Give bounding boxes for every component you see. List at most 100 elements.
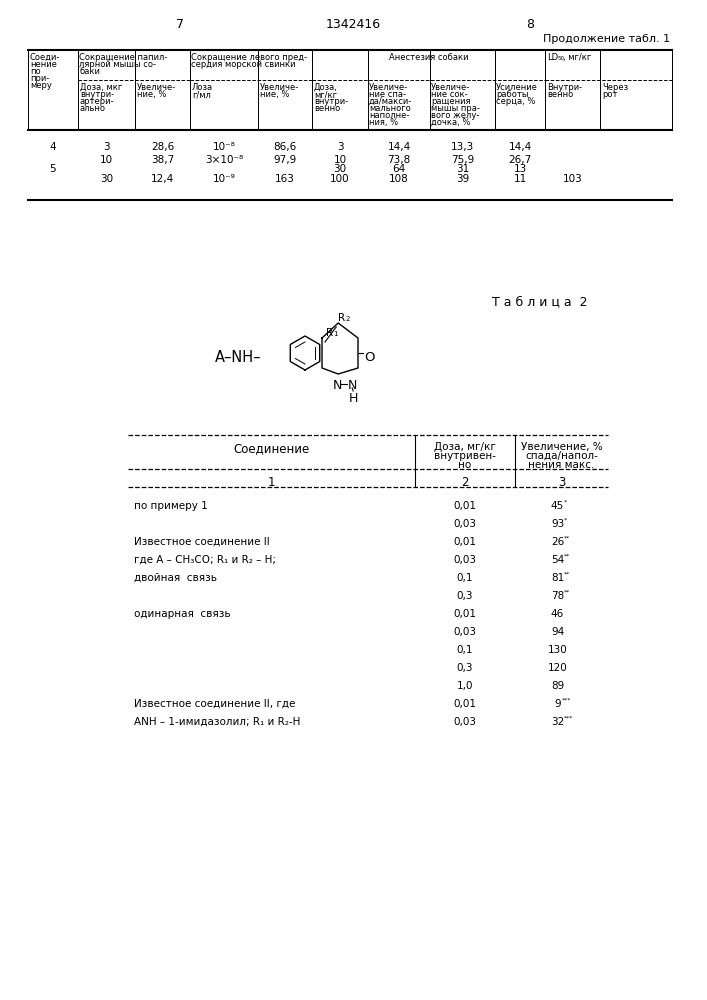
Text: Через: Через: [602, 83, 628, 92]
Text: по примеру 1: по примеру 1: [134, 501, 208, 511]
Text: ние сок-: ние сок-: [431, 90, 467, 99]
Text: Внутри-: Внутри-: [547, 83, 582, 92]
Text: АNH – 1-имидазолил; R₁ и R₂-H: АNH – 1-имидазолил; R₁ и R₂-H: [134, 717, 300, 727]
Text: нения макс.: нения макс.: [528, 460, 595, 470]
Text: Известное соединение II: Известное соединение II: [134, 537, 270, 547]
Text: 2: 2: [461, 476, 469, 489]
Text: внутри-: внутри-: [314, 97, 348, 106]
Text: Соединение: Соединение: [233, 442, 310, 455]
Text: 0,03: 0,03: [453, 519, 477, 529]
Text: 0,01: 0,01: [453, 609, 477, 619]
Text: где А – CH₃CO; R₁ и R₂ – H;: где А – CH₃CO; R₁ и R₂ – H;: [134, 555, 276, 565]
Text: Анестезия собаки: Анестезия собаки: [389, 53, 468, 62]
Text: H: H: [349, 392, 358, 405]
Text: г/мл: г/мл: [192, 90, 211, 99]
Text: 45: 45: [551, 501, 564, 511]
Text: ние спа-: ние спа-: [369, 90, 406, 99]
Text: 0,01: 0,01: [453, 537, 477, 547]
Text: 81: 81: [551, 573, 564, 583]
Text: 0,1: 0,1: [457, 645, 473, 655]
Text: да/макси-: да/макси-: [369, 97, 412, 106]
Text: наполне-: наполне-: [369, 111, 409, 120]
Text: 75,9: 75,9: [451, 155, 474, 165]
Text: 0,03: 0,03: [453, 717, 477, 727]
Text: Доза,: Доза,: [314, 83, 338, 92]
Text: Соеди-: Соеди-: [30, 53, 60, 62]
Text: двойная  связь: двойная связь: [134, 573, 217, 583]
Text: 78: 78: [551, 591, 564, 601]
Text: Продолжение табл. 1: Продолжение табл. 1: [543, 34, 670, 44]
Text: 39: 39: [456, 174, 469, 184]
Text: 0,3: 0,3: [457, 591, 473, 601]
Text: 28,6: 28,6: [151, 142, 174, 152]
Text: нение: нение: [30, 60, 57, 69]
Text: 8: 8: [526, 18, 534, 31]
Text: 0,01: 0,01: [453, 501, 477, 511]
Text: 10⁻⁸: 10⁻⁸: [213, 142, 235, 152]
Text: 64: 64: [392, 164, 406, 174]
Text: 14,4: 14,4: [508, 142, 532, 152]
Text: по: по: [30, 67, 40, 76]
Text: **: **: [564, 554, 571, 559]
Text: 103: 103: [563, 174, 583, 184]
Text: 38,7: 38,7: [151, 155, 174, 165]
Text: Лоза: Лоза: [192, 83, 213, 92]
Text: 130: 130: [548, 645, 568, 655]
Text: артери-: артери-: [80, 97, 115, 106]
Text: Усиление: Усиление: [496, 83, 538, 92]
Text: дочка, %: дочка, %: [431, 118, 470, 127]
Text: Увеличение, %: Увеличение, %: [520, 442, 602, 452]
Text: 14,4: 14,4: [387, 142, 411, 152]
Text: N: N: [333, 379, 343, 392]
Text: 108: 108: [389, 174, 409, 184]
Text: O: O: [364, 351, 375, 364]
Text: 26: 26: [551, 537, 564, 547]
Text: Т а б л и ц а  2: Т а б л и ц а 2: [492, 295, 588, 308]
Text: вого желу-: вого желу-: [431, 111, 479, 120]
Text: *: *: [564, 518, 567, 523]
Text: 94: 94: [551, 627, 564, 637]
Text: 11: 11: [513, 174, 527, 184]
Text: 3: 3: [558, 476, 565, 489]
Text: **: **: [564, 572, 571, 577]
Text: 3: 3: [337, 142, 344, 152]
Text: 12,4: 12,4: [151, 174, 174, 184]
Text: Увеличе-: Увеличе-: [137, 83, 176, 92]
Text: 5: 5: [49, 164, 57, 174]
Text: 46: 46: [551, 609, 564, 619]
Text: Увеличе-: Увеличе-: [431, 83, 470, 92]
Text: 10: 10: [334, 155, 346, 165]
Text: 1: 1: [268, 476, 275, 489]
Text: R: R: [338, 313, 345, 323]
Text: 26,7: 26,7: [508, 155, 532, 165]
Text: Доза, мг/кг: Доза, мг/кг: [434, 442, 496, 452]
Text: 0,3: 0,3: [457, 663, 473, 673]
Text: 73,8: 73,8: [387, 155, 411, 165]
Text: 13,3: 13,3: [451, 142, 474, 152]
Text: лярной мышы со-: лярной мышы со-: [79, 60, 156, 69]
Text: 4: 4: [49, 142, 57, 152]
Text: Увеличе-: Увеличе-: [369, 83, 408, 92]
Text: одинарная  связь: одинарная связь: [134, 609, 230, 619]
Text: венно: венно: [547, 90, 573, 99]
Text: 86,6: 86,6: [274, 142, 297, 152]
Text: мышы пра-: мышы пра-: [431, 104, 480, 113]
Text: 1342416: 1342416: [325, 18, 380, 31]
Text: R: R: [326, 328, 333, 338]
Text: 0,03: 0,03: [453, 627, 477, 637]
Text: ***: ***: [564, 716, 573, 721]
Text: 0,03: 0,03: [453, 555, 477, 565]
Text: внутри-: внутри-: [80, 90, 114, 99]
Text: баки: баки: [79, 67, 100, 76]
Text: Сокращение левого пред-: Сокращение левого пред-: [191, 53, 307, 62]
Text: 7: 7: [176, 18, 184, 31]
Text: Известное соединение II, где: Известное соединение II, где: [134, 699, 296, 709]
Text: 97,9: 97,9: [274, 155, 297, 165]
Text: мг/кг: мг/кг: [314, 90, 337, 99]
Text: **: **: [564, 536, 571, 541]
Text: ние, %: ние, %: [260, 90, 289, 99]
Text: ***: ***: [562, 698, 571, 703]
Text: внутривен-: внутривен-: [434, 451, 496, 461]
Text: 120: 120: [548, 663, 568, 673]
Text: мального: мального: [369, 104, 411, 113]
